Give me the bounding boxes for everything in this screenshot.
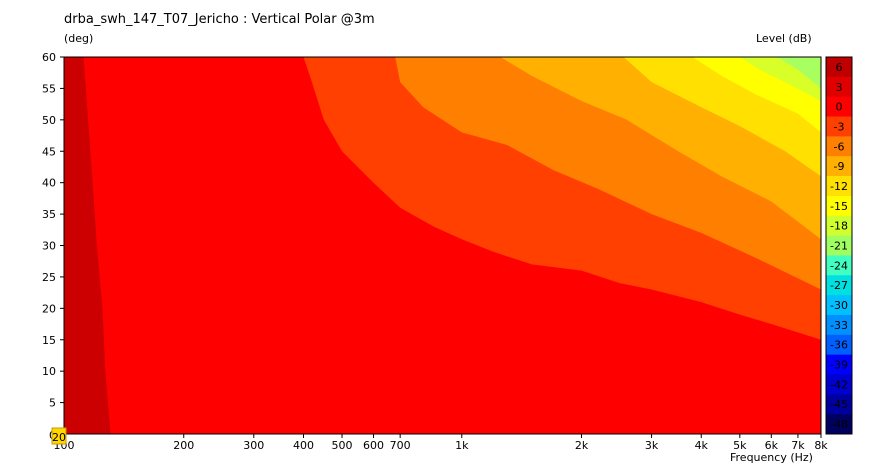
contour-band-minus15	[692, 57, 821, 434]
chart-title: drba_swh_147_T07_Jericho : Vertical Pola…	[64, 12, 375, 27]
colorbar-tick-label: -36	[830, 339, 848, 352]
x-tick-label: 8k	[814, 439, 828, 452]
colorbar-swatch	[826, 255, 852, 276]
corner-marker-label: 20	[52, 431, 66, 444]
colorbar-tick-label: 3	[836, 81, 843, 94]
axes: 5101520253035404550556001002003004005006…	[42, 51, 828, 452]
colorbar-tick-label: -30	[830, 299, 848, 312]
colorbar-swatch	[826, 394, 852, 415]
colorbar-tick-label: -42	[830, 378, 848, 391]
y-tick-label: 35	[42, 208, 56, 221]
colorbar-swatch	[826, 156, 852, 177]
colorbar-swatch	[826, 314, 852, 336]
x-tick-label: 2k	[575, 439, 589, 452]
y-tick-label: 40	[42, 177, 56, 190]
contour-bands	[64, 57, 821, 434]
y-tick-label: 60	[42, 51, 56, 64]
y-axis-label: (deg)	[64, 32, 94, 45]
y-tick-label: 25	[42, 271, 56, 284]
colorbar-swatch	[826, 57, 852, 78]
colorbar-tick-label: -24	[830, 259, 848, 272]
colorbar-swatch	[826, 414, 852, 435]
colorbar-tick-label: -9	[834, 160, 845, 173]
colorbar-swatch	[826, 195, 852, 217]
colorbar-tick-label: -48	[830, 418, 848, 431]
colorbar-frame	[825, 56, 853, 435]
x-tick-label: 5k	[733, 439, 747, 452]
plot-area	[64, 57, 821, 434]
colorbar-swatch	[826, 136, 852, 157]
corner-marker	[51, 427, 67, 445]
colorbar-tick-label: -3	[834, 120, 845, 133]
colorbar-swatch	[826, 295, 852, 316]
colorbar-swatch	[826, 374, 852, 395]
colorbar-tick-label: -33	[830, 319, 848, 332]
colorbar-tick-label: -27	[830, 279, 848, 292]
y-tick-label: 55	[42, 82, 56, 95]
y-tick-label: 50	[42, 114, 56, 127]
colorbar-label: Level (dB)	[756, 32, 812, 45]
x-tick-label: 400	[293, 439, 314, 452]
colorbar-tick-label: -18	[830, 220, 848, 233]
colorbar-swatch	[826, 215, 852, 237]
colorbar-tick-label: -45	[830, 398, 848, 411]
colorbar-swatch	[826, 334, 852, 356]
colorbar-swatch	[826, 96, 852, 118]
colorbar-tick-label: -6	[834, 140, 845, 153]
x-tick-label: 1k	[455, 439, 469, 452]
x-tick-label: 700	[390, 439, 411, 452]
colorbar-tick-label: 0	[836, 101, 843, 114]
x-axis-label: Frequency (Hz)	[730, 451, 813, 464]
colorbar-swatch	[826, 76, 852, 98]
x-tick-label: 200	[173, 439, 194, 452]
colorbar-tick-label: -39	[830, 359, 848, 372]
colorbar-swatch	[826, 176, 852, 197]
y-tick-label: 30	[42, 240, 56, 253]
x-tick-label: 600	[363, 439, 384, 452]
x-tick-label: 500	[332, 439, 353, 452]
colorbar-swatch	[826, 235, 852, 256]
colorbar-swatch	[826, 275, 852, 296]
x-tick-label: 300	[243, 439, 264, 452]
y-tick-label: 5	[49, 397, 56, 410]
contour-band-minus18	[739, 57, 821, 434]
colorbar-swatch	[826, 116, 852, 137]
colorbar: 6 3 0 -3 -6 -9 -12 -15 -18 -21 -24 -27 -30 -33 -36 -39 -…	[825, 56, 853, 435]
contour-band-3	[64, 57, 111, 434]
x-tick-label: 4k	[695, 439, 709, 452]
y-tick-label: 15	[42, 334, 56, 347]
colorbar-swatch	[826, 354, 852, 375]
x-tick-label: 3k	[645, 439, 659, 452]
colorbar-tick-label: -15	[830, 200, 848, 213]
x-tick-label: 6k	[765, 439, 779, 452]
colorbar-tick-label: -12	[830, 180, 848, 193]
colorbar-tick-label: 6	[836, 61, 843, 74]
y-tick-label: 10	[42, 365, 56, 378]
y-tick-label: 20	[42, 302, 56, 315]
x-tick-label: 7k	[791, 439, 805, 452]
contour-band-minus9	[500, 57, 821, 434]
y-tick-label: 45	[42, 145, 56, 158]
colorbar-tick-label: -21	[830, 240, 848, 253]
